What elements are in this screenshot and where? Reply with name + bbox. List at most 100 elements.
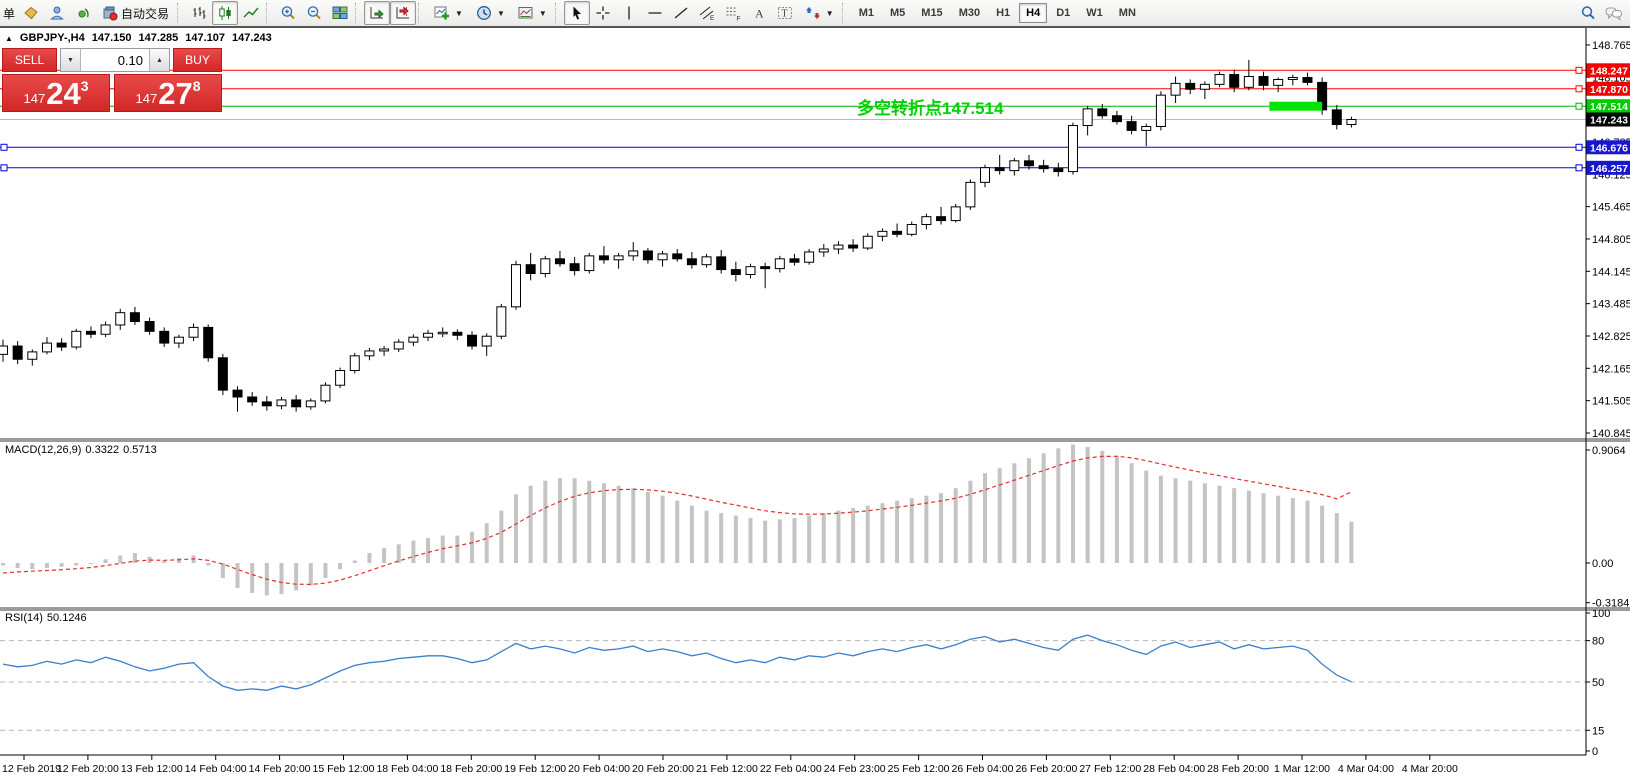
timeframe-button-M30[interactable]: M30	[958, 7, 981, 19]
autotrade-button[interactable]: 自动交易	[96, 1, 175, 25]
crosshair-icon[interactable]	[590, 1, 616, 25]
sell-price-main: 24	[46, 75, 81, 111]
svg-text:A: A	[755, 7, 764, 21]
timeframe-button-D1[interactable]: D1	[1056, 7, 1071, 19]
svg-text:12 Feb 20:00: 12 Feb 20:00	[57, 763, 119, 775]
svg-text:E: E	[710, 15, 715, 22]
new-order-label[interactable]: 单	[3, 6, 16, 21]
notebook-icon[interactable]	[18, 1, 44, 25]
svg-text:145.465: 145.465	[1592, 202, 1630, 214]
svg-text:27 Feb 12:00: 27 Feb 12:00	[1079, 763, 1141, 775]
buy-button[interactable]: BUY	[173, 48, 222, 72]
vertical-line-icon[interactable]	[616, 1, 642, 25]
svg-text:144.145: 144.145	[1592, 266, 1630, 278]
collapse-panel-icon[interactable]: ▲	[5, 33, 13, 43]
volume-input[interactable]: 0.10	[81, 49, 149, 71]
svg-text:148.765: 148.765	[1592, 40, 1630, 52]
timeframe-button-H4[interactable]: H4	[1019, 3, 1048, 23]
ohlc-high: 147.285	[138, 32, 179, 44]
bar-chart-icon[interactable]	[186, 1, 212, 25]
search-icon[interactable]	[1575, 1, 1601, 25]
fibonacci-icon[interactable]: F	[720, 1, 746, 25]
macd-pane	[1, 444, 1354, 596]
rsi-indicator-label: RSI(14) 50.1246	[5, 612, 87, 624]
toolbar-separator	[355, 3, 360, 23]
chat-icon-glyph	[1605, 7, 1622, 21]
rsi-title: RSI(14)	[5, 612, 43, 624]
price-axis: 148.765148.105147.445146.785146.125145.4…	[0, 28, 1630, 758]
svg-text:F: F	[736, 16, 740, 23]
svg-text:28 Feb 20:00: 28 Feb 20:00	[1207, 763, 1269, 775]
svg-text:28 Feb 04:00: 28 Feb 04:00	[1143, 763, 1205, 775]
cursor-icon[interactable]	[563, 1, 590, 25]
chart-title-bar: ▲ GBPJPY-,H4 147.150 147.285 147.107 147…	[5, 32, 272, 44]
zoom-out-icon[interactable]	[301, 1, 327, 25]
chart-shift-icon[interactable]	[390, 1, 417, 25]
chevron-down-icon: ▼	[538, 8, 547, 18]
macd-title: MACD(12,26,9)	[5, 444, 82, 456]
timeframe-group: M1 M5 M15 M30 H1 H4 D1 W1 MN	[851, 3, 1144, 23]
toolbar-separator	[554, 3, 560, 23]
svg-text:4 Mar 20:00: 4 Mar 20:00	[1402, 763, 1458, 775]
buy-price-button[interactable]: 147 27 8	[114, 74, 222, 112]
equidistant-channel-icon[interactable]: E	[694, 1, 720, 25]
chat-icon[interactable]	[1601, 1, 1627, 25]
templates-button[interactable]: ▼	[511, 1, 553, 25]
macd-indicator-label: MACD(12,26,9) 0.3322 0.5713	[5, 444, 157, 456]
timeframe-button-M15[interactable]: M15	[921, 7, 943, 19]
ohlc-open: 147.150	[91, 32, 132, 44]
svg-text:50: 50	[1592, 677, 1604, 689]
text-label-icon[interactable]: T	[772, 1, 798, 25]
zoom-in-icon[interactable]	[275, 1, 301, 25]
timeframe-button-H1[interactable]: H1	[996, 7, 1011, 19]
text-icon-glyph: A	[755, 7, 764, 21]
horizontal-line-icon[interactable]	[642, 1, 668, 25]
add-indicator-button[interactable]: ▼	[427, 1, 469, 25]
line-chart-icon[interactable]	[238, 1, 264, 25]
volume-increase-button[interactable]: ▲	[149, 49, 169, 71]
profile-icon[interactable]	[44, 1, 70, 25]
text-icon[interactable]: A	[746, 1, 772, 25]
svg-text:26 Feb 04:00: 26 Feb 04:00	[952, 763, 1014, 775]
toolbar-separator	[177, 3, 182, 23]
profile-icon-glyph	[50, 6, 64, 20]
horizontal-line-icon-glyph	[648, 12, 662, 14]
rsi-value: 50.1246	[46, 612, 87, 624]
buy-price-main: 27	[158, 75, 193, 111]
toolbar-separator	[266, 3, 271, 23]
arrows-button[interactable]: ▼	[798, 1, 840, 25]
price-chart-canvas[interactable]: 148.765148.105147.445146.785146.125145.4…	[0, 28, 1630, 778]
candlestick-chart-icon-glyph	[219, 6, 231, 20]
autotrade-icon	[103, 6, 118, 21]
candlestick-chart-icon[interactable]	[212, 1, 239, 25]
chevron-down-icon: ▼	[825, 8, 834, 18]
periods-button[interactable]: ▼	[469, 1, 511, 25]
svg-text:18 Feb 04:00: 18 Feb 04:00	[376, 763, 438, 775]
tile-windows-icon[interactable]	[327, 1, 353, 25]
symbol-timeframe: GBPJPY-,H4	[19, 32, 85, 44]
svg-text:12 Feb 2019: 12 Feb 2019	[2, 763, 61, 775]
volume-decrease-button[interactable]: ▼	[61, 49, 81, 71]
svg-text:144.805: 144.805	[1592, 234, 1630, 246]
timeframe-button-W1[interactable]: W1	[1086, 7, 1103, 19]
trendline-icon[interactable]	[668, 1, 694, 25]
sell-button[interactable]: SELL	[2, 48, 57, 72]
autotrade-label: 自动交易	[121, 6, 170, 21]
timeframe-button-M1[interactable]: M1	[858, 7, 874, 19]
svg-text:100: 100	[1592, 608, 1610, 620]
chevron-down-icon: ▼	[496, 8, 505, 18]
vertical-line-icon-glyph	[628, 6, 630, 20]
svg-text:18 Feb 20:00: 18 Feb 20:00	[440, 763, 502, 775]
clock-icon	[477, 6, 491, 20]
signal-icon[interactable]	[70, 1, 96, 25]
trendline-icon-glyph	[674, 7, 688, 19]
svg-text:0.9064: 0.9064	[1592, 445, 1626, 457]
timeframe-button-MN[interactable]: MN	[1118, 7, 1136, 19]
timeframe-button-M5[interactable]: M5	[890, 7, 906, 19]
svg-text:T: T	[781, 9, 787, 20]
svg-text:143.485: 143.485	[1592, 299, 1630, 311]
svg-text:24 Feb 23:00: 24 Feb 23:00	[824, 763, 886, 775]
buy-price-prefix: 147	[135, 90, 158, 106]
auto-scroll-icon[interactable]	[364, 1, 391, 25]
sell-price-button[interactable]: 147 24 3	[2, 74, 110, 112]
